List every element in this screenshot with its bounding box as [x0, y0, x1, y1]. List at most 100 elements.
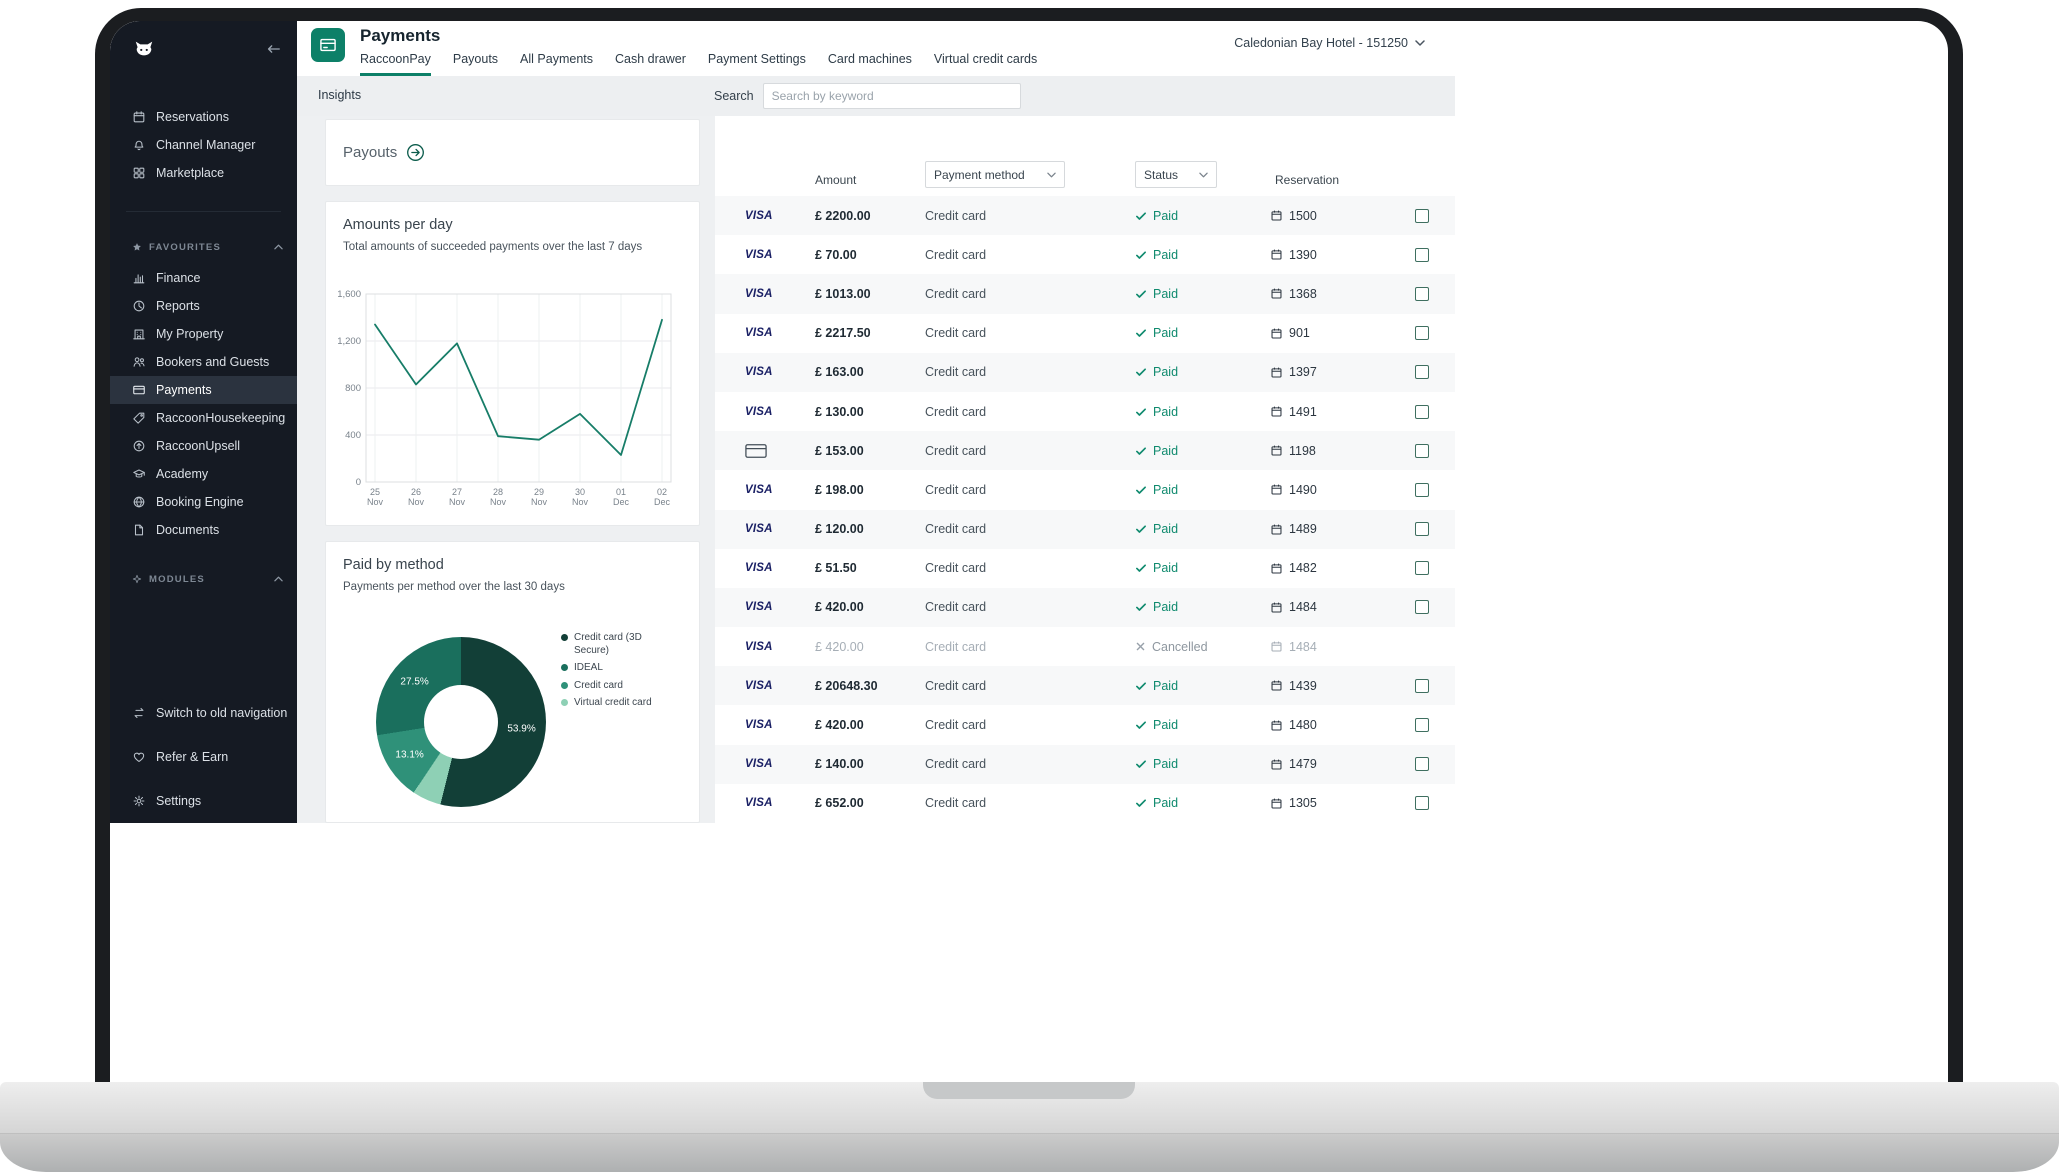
sidebar-item-marketplace[interactable]: Marketplace	[110, 159, 297, 187]
table-row[interactable]: VISA£ 20648.30Credit cardPaid1439	[715, 666, 1455, 705]
table-row[interactable]: VISA£ 2217.50Credit cardPaid901	[715, 314, 1455, 353]
row-checkbox[interactable]	[1415, 679, 1429, 693]
favourites-section-header[interactable]: FAVOURITES	[110, 234, 297, 260]
sidebar-item-academy[interactable]: Academy	[110, 460, 297, 488]
sidebar-item-my-property[interactable]: My Property	[110, 320, 297, 348]
payment-method: Credit card	[925, 287, 986, 301]
sidebar-item-channel-manager[interactable]: Channel Manager	[110, 131, 297, 159]
paid-check-icon	[1135, 562, 1147, 574]
reservation-cell: 1482	[1270, 561, 1317, 575]
modules-label: MODULES	[149, 574, 205, 585]
row-checkbox[interactable]	[1415, 561, 1429, 575]
table-row[interactable]: VISA£ 2200.00Credit cardPaid1500	[715, 196, 1455, 235]
heart-icon	[132, 750, 146, 764]
payment-method: Credit card	[925, 522, 986, 536]
table-row[interactable]: VISA£ 120.00Credit cardPaid1489	[715, 510, 1455, 549]
row-checkbox[interactable]	[1415, 757, 1429, 771]
sidebar-divider	[126, 211, 281, 212]
table-row[interactable]: VISA£ 1013.00Credit cardPaid1368	[715, 274, 1455, 313]
svg-text:25: 25	[370, 487, 380, 497]
tab-payment-settings[interactable]: Payment Settings	[708, 52, 806, 76]
table-row[interactable]: VISA£ 652.00Credit cardPaid1305	[715, 784, 1455, 823]
switch-icon	[132, 706, 146, 720]
sidebar-item-finance[interactable]: Finance	[110, 264, 297, 292]
sidebar-item-reservations[interactable]: Reservations	[110, 103, 297, 131]
visa-logo: VISA	[745, 327, 773, 339]
row-checkbox[interactable]	[1415, 365, 1429, 379]
table-row[interactable]: VISA£ 420.00Credit cardPaid1484	[715, 588, 1455, 627]
amount-column-header: Amount	[815, 173, 856, 187]
sidebar-item-raccoonhousekeeping[interactable]: RaccoonHousekeeping	[110, 404, 297, 432]
tab-cash-drawer[interactable]: Cash drawer	[615, 52, 686, 76]
bell-icon	[132, 138, 146, 152]
sidebar-item-booking-engine[interactable]: Booking Engine	[110, 488, 297, 516]
paid-check-icon	[1135, 719, 1147, 731]
table-row[interactable]: VISA£ 198.00Credit cardPaid1490	[715, 470, 1455, 509]
tab-payouts[interactable]: Payouts	[453, 52, 498, 76]
row-checkbox[interactable]	[1415, 209, 1429, 223]
legend-item: Credit card (3D Secure)	[561, 632, 679, 657]
tab-virtual-credit-cards[interactable]: Virtual credit cards	[934, 52, 1037, 76]
table-row[interactable]: VISA£ 140.00Credit cardPaid1479	[715, 745, 1455, 784]
table-row[interactable]: VISA£ 420.00Credit cardPaid1480	[715, 705, 1455, 744]
payment-amount: £ 163.00	[815, 365, 864, 379]
payment-method: Credit card	[925, 640, 986, 654]
donut-percent-label: 53.9%	[507, 724, 535, 735]
row-checkbox[interactable]	[1415, 483, 1429, 497]
row-checkbox[interactable]	[1415, 326, 1429, 340]
table-row[interactable]: £ 153.00Credit cardPaid1198	[715, 431, 1455, 470]
payouts-card[interactable]: Payouts	[325, 119, 700, 186]
reservation-cell: 1368	[1270, 287, 1317, 301]
tab-raccoonpay[interactable]: RaccoonPay	[360, 52, 431, 76]
tab-card-machines[interactable]: Card machines	[828, 52, 912, 76]
sidebar-item-documents[interactable]: Documents	[110, 516, 297, 544]
raccoon-logo-icon	[132, 38, 156, 60]
tab-all-payments[interactable]: All Payments	[520, 52, 593, 76]
row-checkbox[interactable]	[1415, 405, 1429, 419]
paid-check-icon	[1135, 758, 1147, 770]
reservation-cell: 901	[1270, 326, 1310, 340]
paid-check-icon	[1135, 523, 1147, 535]
sidebar-item-reports[interactable]: Reports	[110, 292, 297, 320]
row-checkbox[interactable]	[1415, 444, 1429, 458]
sidebar-item-payments[interactable]: Payments	[110, 376, 297, 404]
reservation-cell: 1500	[1270, 209, 1317, 223]
reservation-cell: 1491	[1270, 405, 1317, 419]
row-checkbox[interactable]	[1415, 287, 1429, 301]
payment-method: Credit card	[925, 796, 986, 810]
sidebar-item-settings[interactable]: Settings	[110, 787, 297, 815]
sidebar-collapse-icon[interactable]	[265, 43, 281, 55]
row-checkbox[interactable]	[1415, 248, 1429, 262]
insights-link[interactable]: Insights	[318, 88, 361, 102]
arrow-circle-right-icon[interactable]	[406, 143, 425, 162]
table-row[interactable]: VISA£ 420.00Credit cardCancelled1484	[715, 627, 1455, 666]
row-checkbox[interactable]	[1415, 718, 1429, 732]
row-checkbox[interactable]	[1415, 600, 1429, 614]
laptop-screen: ReservationsChannel ManagerMarketplace F…	[110, 21, 1948, 1084]
svg-text:800: 800	[345, 383, 361, 394]
reservation-cell: 1479	[1270, 757, 1317, 771]
row-checkbox[interactable]	[1415, 522, 1429, 536]
table-row[interactable]: VISA£ 163.00Credit cardPaid1397	[715, 353, 1455, 392]
svg-text:1,600: 1,600	[338, 289, 361, 300]
legend-label: Credit card	[574, 680, 623, 693]
sidebar-item-switch-to-old-navigation[interactable]: Switch to old navigation	[110, 699, 297, 727]
search-input[interactable]	[763, 83, 1021, 109]
modules-section-header[interactable]: MODULES	[110, 566, 297, 592]
table-rows: VISA£ 2200.00Credit cardPaid1500VISA£ 70…	[715, 196, 1455, 823]
payment-method-filter[interactable]: Payment method	[925, 161, 1065, 188]
svg-text:0: 0	[356, 477, 361, 488]
payment-amount: £ 2217.50	[815, 326, 871, 340]
svg-text:Nov: Nov	[531, 497, 548, 507]
status-filter[interactable]: Status	[1135, 161, 1217, 188]
calendar-icon	[1270, 327, 1283, 340]
row-checkbox[interactable]	[1415, 796, 1429, 810]
sidebar-item-bookers-and-guests[interactable]: Bookers and Guests	[110, 348, 297, 376]
sidebar-item-refer-earn[interactable]: Refer & Earn	[110, 743, 297, 771]
payment-method: Credit card	[925, 561, 986, 575]
table-row[interactable]: VISA£ 130.00Credit cardPaid1491	[715, 392, 1455, 431]
sidebar-item-raccoonupsell[interactable]: RaccoonUpsell	[110, 432, 297, 460]
table-row[interactable]: VISA£ 70.00Credit cardPaid1390	[715, 235, 1455, 274]
property-selector[interactable]: Caledonian Bay Hotel - 151250	[1234, 36, 1425, 50]
table-row[interactable]: VISA£ 51.50Credit cardPaid1482	[715, 549, 1455, 588]
